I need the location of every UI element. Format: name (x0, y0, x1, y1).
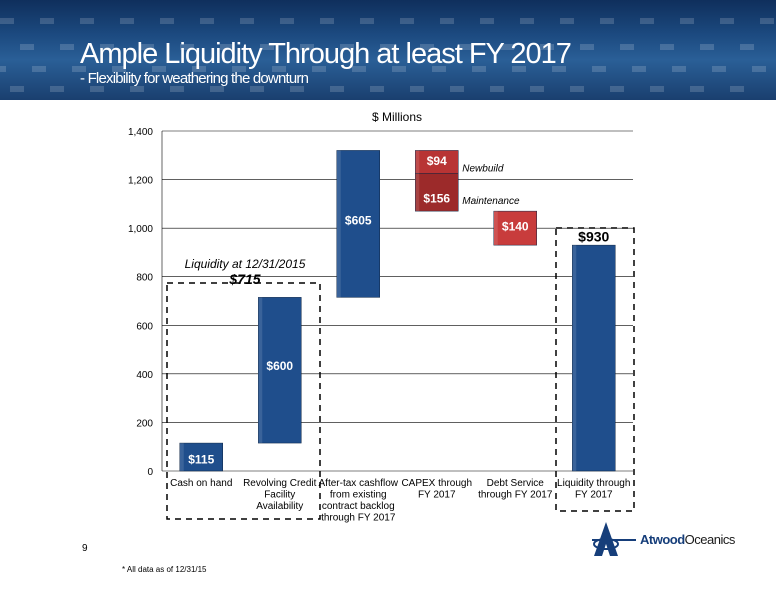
bar (415, 150, 459, 174)
x-tick-label: FY 2017 (418, 490, 456, 501)
bar (493, 210, 537, 246)
y-tick-label: 0 (147, 467, 153, 478)
x-tick-label: Availability (256, 501, 303, 512)
y-tick-label: 600 (136, 321, 153, 332)
y-tick-label: 1,000 (128, 224, 153, 235)
y-axis: 0 200 400 600 800 1,000 1,200 1,400 (128, 127, 163, 478)
data-label: $115 (188, 453, 214, 467)
bar-highlight (179, 443, 184, 471)
y-tick-label: 800 (136, 273, 153, 284)
bar-highlight (572, 245, 577, 471)
highlight-boxes (166, 227, 635, 520)
x-tick-label: from existing (330, 490, 387, 501)
x-tick-label: Liquidity through (557, 478, 630, 489)
x-axis: Cash on hand Revolving CreditFacilityAvai… (170, 478, 630, 524)
page-title: Ample Liquidity Through at least FY 2017 (80, 38, 572, 70)
page-number: 9 (82, 543, 88, 554)
x-tick-label: FY 2017 (575, 490, 613, 501)
footnote: * All data as of 12/31/15 (122, 565, 207, 574)
header-banner: Ample Liquidity Through at least FY 2017… (0, 0, 776, 100)
page-subtitle: - Flexibility for weathering the downtur… (80, 70, 309, 87)
bar (415, 173, 459, 212)
x-tick-label: contract backlog (322, 501, 395, 512)
bar (258, 297, 302, 444)
bar-highlight (415, 150, 420, 174)
data-label: $930 (578, 229, 609, 245)
x-tick-label: After-tax cashflow (319, 478, 399, 489)
chart-grid (162, 130, 633, 472)
bar-highlight (258, 297, 263, 444)
liquidity-fy2017-box (555, 227, 635, 512)
x-tick-label: Facility (264, 490, 295, 501)
y-tick-label: 200 (136, 418, 153, 429)
x-tick-label: Revolving Credit (243, 478, 317, 489)
bar (572, 244, 616, 472)
x-tick-label: through FY 2017 (478, 490, 553, 501)
bar-highlight (415, 173, 420, 212)
liquidity-2015-box (166, 282, 321, 520)
segment-name-label: Maintenance (462, 196, 520, 207)
data-label: $600 (266, 359, 293, 373)
bar-highlight (336, 150, 341, 298)
y-tick-label: 1,200 (128, 176, 153, 187)
data-label: $156 (423, 192, 450, 206)
chart-bars: $115 $600 $605 $94 $156 $140 $930 Newbuild Maint… (179, 150, 616, 472)
annotation-liquidity-label: Liquidity at 12/31/2015 (185, 257, 306, 271)
data-label: $94 (427, 154, 447, 168)
segment-name-label: Newbuild (462, 163, 504, 174)
x-tick-label: Cash on hand (170, 478, 232, 489)
atwood-logo-icon (592, 522, 636, 556)
x-tick-label: CAPEX through (401, 478, 472, 489)
company-logo-text: AtwoodOceanics (640, 532, 735, 547)
x-tick-label: Debt Service (487, 478, 545, 489)
chart-title: $ Millions (372, 110, 422, 124)
y-tick-label: 400 (136, 370, 153, 381)
y-tick-label: 1,400 (128, 127, 153, 138)
data-label: $605 (345, 214, 372, 228)
bar (336, 150, 380, 298)
annotation-liquidity-value: $715 (228, 271, 260, 287)
bar-highlight (493, 211, 498, 246)
bar (179, 442, 223, 472)
data-label: $140 (502, 220, 529, 234)
x-tick-label: through FY 2017 (321, 513, 396, 524)
